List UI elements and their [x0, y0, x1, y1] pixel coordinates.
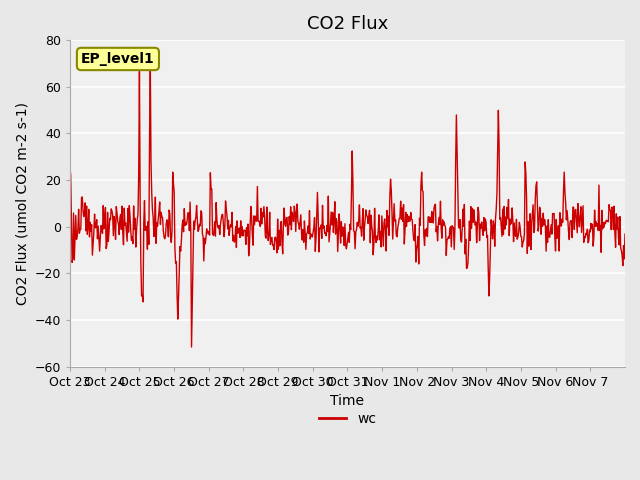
Legend: wc: wc — [313, 407, 382, 432]
X-axis label: Time: Time — [330, 394, 364, 408]
Text: EP_level1: EP_level1 — [81, 52, 155, 66]
wc — [188, 344, 195, 350]
wc — [262, 235, 270, 241]
wc — [235, 228, 243, 233]
wc — [406, 218, 414, 224]
wc — [131, 216, 139, 221]
wc — [437, 227, 445, 232]
Y-axis label: CO2 Flux (umol CO2 m-2 s-1): CO2 Flux (umol CO2 m-2 s-1) — [15, 102, 29, 305]
wc — [147, 62, 154, 68]
Title: CO2 Flux: CO2 Flux — [307, 15, 388, 33]
wc — [284, 215, 291, 220]
wc — [66, 164, 74, 170]
wc — [621, 231, 629, 237]
Line: wc: wc — [70, 65, 625, 347]
